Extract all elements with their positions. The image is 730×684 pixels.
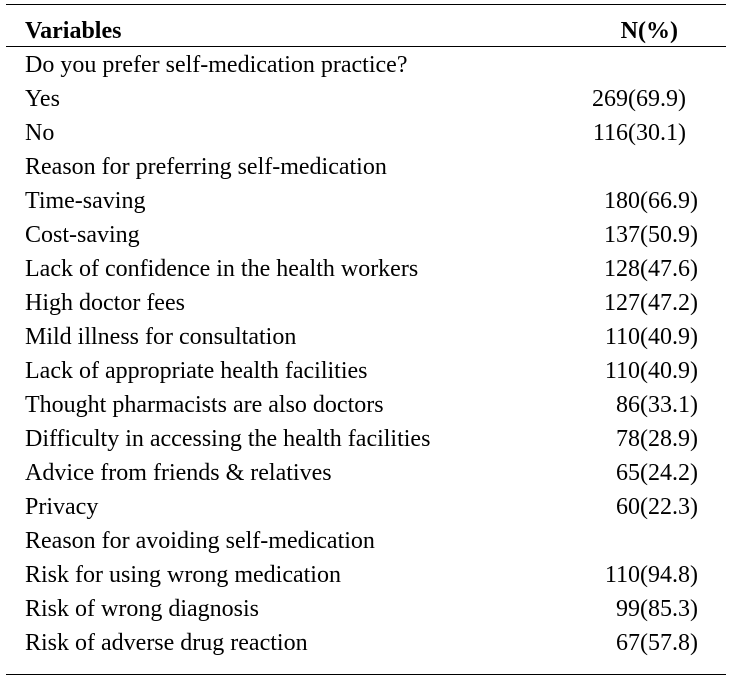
table-row-avoiding-heading: Reason for avoiding self-medication	[0, 524, 730, 558]
row-value: 180(66.9)	[604, 188, 698, 214]
table-row-cost-saving: Cost-saving 137(50.9)	[0, 218, 730, 252]
table-header-rule	[6, 46, 726, 47]
row-value: 110(94.8)	[604, 562, 698, 588]
table-row-wrong-medication: Risk for using wrong medication 110(94.8…	[0, 558, 730, 592]
row-value: 86(33.1)	[616, 392, 698, 418]
header-n-percent: N(%)	[620, 18, 678, 44]
row-value: 269(69.9)	[592, 86, 686, 112]
row-value: 127(47.2)	[604, 290, 698, 316]
table-row-wrong-diagnosis: Risk of wrong diagnosis 99(85.3)	[0, 592, 730, 626]
row-value: 128(47.6)	[604, 256, 698, 282]
row-label: Thought pharmacists are also doctors	[25, 392, 384, 418]
row-label: Yes	[25, 86, 60, 112]
table-row-time-saving: Time-saving 180(66.9)	[0, 184, 730, 218]
table-row-yes: Yes 269(69.9)	[0, 82, 730, 116]
table-row-lack-confidence: Lack of confidence in the health workers…	[0, 252, 730, 286]
row-label: Lack of confidence in the health workers	[25, 256, 419, 282]
table-bottom-rule	[6, 674, 726, 675]
table-row-advice-friends: Advice from friends & relatives 65(24.2)	[0, 456, 730, 490]
row-label: High doctor fees	[25, 290, 185, 316]
row-value: 67(57.8)	[616, 630, 698, 656]
row-label: Reason for preferring self-medication	[25, 154, 387, 180]
row-value: 137(50.9)	[604, 222, 698, 248]
table-header-row: Variables N(%)	[0, 14, 730, 48]
table-row-mild-illness: Mild illness for consultation 110(40.9)	[0, 320, 730, 354]
row-label: Time-saving	[25, 188, 146, 214]
row-label: Risk of adverse drug reaction	[25, 630, 308, 656]
row-label: Lack of appropriate health facilities	[25, 358, 368, 384]
table-row-high-doctor-fees: High doctor fees 127(47.2)	[0, 286, 730, 320]
table-row-no: No 116(30.1)	[0, 116, 730, 150]
row-label: Difficulty in accessing the health facil…	[25, 426, 431, 452]
row-value: 110(40.9)	[604, 324, 698, 350]
row-value: 78(28.9)	[616, 426, 698, 452]
row-label: Privacy	[25, 494, 99, 520]
row-value: 99(85.3)	[616, 596, 698, 622]
row-value: 60(22.3)	[616, 494, 698, 520]
row-label: Risk for using wrong medication	[25, 562, 341, 588]
row-label: Do you prefer self-medication practice?	[25, 52, 408, 78]
table-top-rule	[6, 4, 726, 5]
row-label: No	[25, 120, 55, 146]
row-label: Risk of wrong diagnosis	[25, 596, 259, 622]
table-row-preferring-heading: Reason for preferring self-medication	[0, 150, 730, 184]
row-label: Advice from friends & relatives	[25, 460, 332, 486]
row-label: Reason for avoiding self-medication	[25, 528, 375, 554]
row-label: Cost-saving	[25, 222, 140, 248]
table-row-lack-facilities: Lack of appropriate health facilities 11…	[0, 354, 730, 388]
row-label: Mild illness for consultation	[25, 324, 297, 350]
table-row-privacy: Privacy 60(22.3)	[0, 490, 730, 524]
row-value: 110(40.9)	[604, 358, 698, 384]
table-row-difficulty-access: Difficulty in accessing the health facil…	[0, 422, 730, 456]
row-value: 116(30.1)	[592, 120, 686, 146]
table-row-prefer-question: Do you prefer self-medication practice?	[0, 48, 730, 82]
table-row-adverse-reaction: Risk of adverse drug reaction 67(57.8)	[0, 626, 730, 660]
header-variables: Variables	[25, 18, 122, 44]
table-row-pharmacists-doctors: Thought pharmacists are also doctors 86(…	[0, 388, 730, 422]
row-value: 65(24.2)	[616, 460, 698, 486]
